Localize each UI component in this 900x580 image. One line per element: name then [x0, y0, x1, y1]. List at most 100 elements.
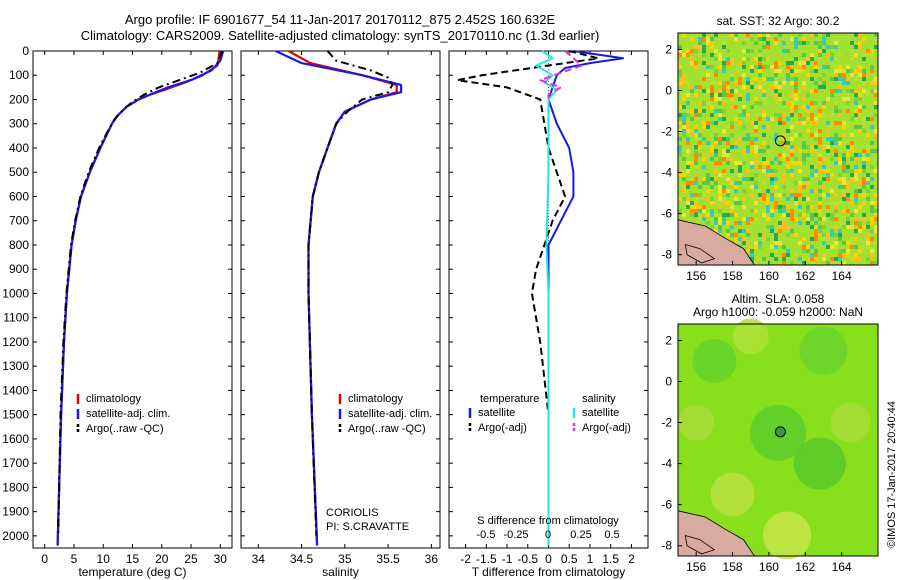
- sst-cell: [722, 129, 726, 133]
- sst-cell: [826, 245, 830, 249]
- sst-cell: [702, 153, 706, 157]
- sst-cell: [870, 201, 874, 205]
- sst-cell: [686, 81, 690, 85]
- sst-cell: [774, 241, 778, 245]
- sst-cell: [722, 65, 726, 69]
- sst-cell: [690, 177, 694, 181]
- sst-cell: [678, 73, 682, 77]
- sst-cell: [758, 233, 762, 237]
- sst-cell: [782, 221, 786, 225]
- sst-cell: [694, 109, 698, 113]
- sst-cell: [734, 189, 738, 193]
- sla-map-ytick-label: -2: [661, 416, 672, 430]
- sst-cell: [766, 225, 770, 229]
- sst-cell: [838, 69, 842, 73]
- sst-cell: [874, 209, 878, 213]
- sst-cell: [826, 173, 830, 177]
- sst-cell: [734, 233, 738, 237]
- sla-map-ytick-label: -8: [661, 539, 672, 553]
- temperature-profile-series-satellite-adj-clim-: [56, 50, 225, 546]
- sla-map-ytick-label: 2: [665, 333, 672, 347]
- sst-cell: [690, 129, 694, 133]
- sst-cell: [794, 205, 798, 209]
- sst-cell: [750, 85, 754, 89]
- sst-cell: [710, 85, 714, 89]
- sst-cell: [802, 85, 806, 89]
- sst-cell: [718, 109, 722, 113]
- sst-cell: [690, 37, 694, 41]
- sst-cell: [742, 57, 746, 61]
- sst-cell: [698, 209, 702, 213]
- sst-cell: [750, 81, 754, 85]
- sst-cell: [834, 193, 838, 197]
- sst-cell: [770, 169, 774, 173]
- sst-cell: [730, 77, 734, 81]
- sst-cell: [742, 205, 746, 209]
- sst-cell: [710, 201, 714, 205]
- sst-cell: [730, 61, 734, 65]
- sst-cell: [838, 237, 842, 241]
- sst-cell: [778, 121, 782, 125]
- sst-cell: [742, 113, 746, 117]
- sst-cell: [818, 181, 822, 185]
- sst-cell: [718, 57, 722, 61]
- sst-cell: [790, 145, 794, 149]
- sst-cell: [702, 89, 706, 93]
- sst-cell: [734, 105, 738, 109]
- sst-cell: [682, 125, 686, 129]
- sst-cell: [710, 149, 714, 153]
- sst-cell: [758, 189, 762, 193]
- sst-cell: [714, 69, 718, 73]
- sst-cell: [694, 165, 698, 169]
- sla-map-argo-marker: [774, 426, 786, 438]
- sst-cell: [810, 253, 814, 257]
- sst-cell: [742, 149, 746, 153]
- sst-cell: [774, 237, 778, 241]
- sla-blob: [799, 326, 848, 375]
- sla-blob: [732, 318, 769, 355]
- sst-cell: [746, 85, 750, 89]
- sst-cell: [866, 173, 870, 177]
- sst-cell: [766, 33, 770, 37]
- sst-cell: [866, 133, 870, 137]
- sst-cell: [746, 57, 750, 61]
- sst-cell: [854, 117, 858, 121]
- sst-cell: [782, 141, 786, 145]
- sst-cell: [762, 97, 766, 101]
- sst-cell: [834, 141, 838, 145]
- sst-cell: [766, 45, 770, 49]
- sst-cell: [714, 225, 718, 229]
- sst-cell: [826, 97, 830, 101]
- sst-cell: [786, 61, 790, 65]
- sst-cell: [798, 33, 802, 37]
- sst-cell: [782, 217, 786, 221]
- sst-cell: [774, 245, 778, 249]
- sst-cell: [834, 137, 838, 141]
- sst-cell: [710, 197, 714, 201]
- sst-cell: [702, 165, 706, 169]
- sst-cell: [854, 169, 858, 173]
- sst-cell: [842, 141, 846, 145]
- sst-cell: [758, 257, 762, 261]
- sst-cell: [746, 97, 750, 101]
- sst-cell: [846, 165, 850, 169]
- temperature-profile-xtick-label: 10: [97, 552, 111, 566]
- sst-cell: [838, 229, 842, 233]
- difference-profile-series-salinity-argo-adj-: [539, 50, 583, 100]
- sst-cell: [754, 201, 758, 205]
- sst-cell: [762, 193, 766, 197]
- sst-cell: [822, 177, 826, 181]
- sst-cell: [730, 133, 734, 137]
- sst-cell: [854, 97, 858, 101]
- sst-cell: [838, 221, 842, 225]
- sst-cell: [846, 65, 850, 69]
- sst-cell: [702, 177, 706, 181]
- sst-cell: [702, 217, 706, 221]
- sst-cell: [854, 245, 858, 249]
- sst-cell: [762, 93, 766, 97]
- sst-cell: [698, 41, 702, 45]
- sst-cell: [834, 149, 838, 153]
- sst-cell: [710, 97, 714, 101]
- sst-cell: [770, 253, 774, 257]
- sst-cell: [682, 121, 686, 125]
